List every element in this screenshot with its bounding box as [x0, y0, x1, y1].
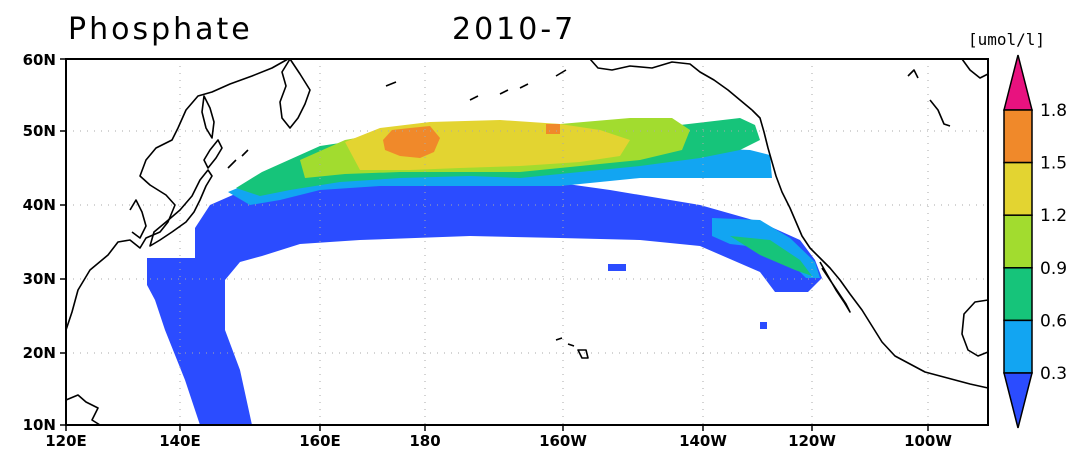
- canada-north-coast: [907, 58, 989, 127]
- field-band-1-8: [383, 126, 440, 158]
- field-band-1-8-blob: [546, 124, 560, 134]
- colorbar-labels: 0.3 0.6 0.9 1.2 1.5 1.8: [1040, 101, 1067, 384]
- lat-label: 30N: [23, 270, 56, 288]
- colorbar-segment: [1003, 214, 1033, 269]
- colorbar-tick-label: 1.5: [1040, 154, 1067, 174]
- lon-label: 120W: [788, 432, 836, 450]
- colorbar-tick-label: 1.8: [1040, 101, 1067, 121]
- lon-label: 140E: [159, 432, 201, 450]
- japan-coast: [149, 139, 223, 247]
- map-gridlines: [66, 59, 988, 425]
- baja-coast: [819, 261, 851, 313]
- kamchatka-coast: [279, 58, 311, 129]
- map-date: 2010-7: [452, 12, 577, 47]
- colorbar-segment: [1003, 161, 1033, 216]
- map-frame: [65, 58, 989, 426]
- colorbar-tick-label: 0.9: [1040, 259, 1067, 279]
- field-band-0-9-east: [730, 236, 812, 276]
- lon-label: 100W: [904, 432, 952, 450]
- lon-label: 180: [409, 432, 440, 450]
- colorbar-segment: [1003, 319, 1033, 374]
- field-band-0-3-blob: [760, 322, 767, 329]
- map-title: Phosphate: [68, 12, 253, 47]
- phosphate-field: [147, 118, 822, 425]
- lon-label: 140W: [679, 432, 727, 450]
- colorbar-segment: [1003, 54, 1033, 111]
- north-america-coast: [751, 109, 989, 389]
- field-band-0-3-blob: [608, 264, 626, 271]
- lat-label: 20N: [23, 344, 56, 362]
- lon-label: 160W: [539, 432, 587, 450]
- colorbar-segment: [1003, 267, 1033, 322]
- sakhalin-coast: [201, 95, 249, 169]
- alaska-coast: [589, 58, 753, 111]
- colorbar-tick-label: 0.6: [1040, 311, 1067, 331]
- lat-axis: [60, 58, 66, 426]
- colorbar-tick-label: 1.2: [1040, 206, 1067, 226]
- colorbar-segment: [1003, 372, 1033, 429]
- field-band-0-3: [147, 182, 822, 425]
- lon-axis: [65, 425, 929, 431]
- aleutian-islands: [385, 69, 567, 101]
- gulf-coast: [961, 299, 989, 357]
- lat-label: 40N: [23, 196, 56, 214]
- colorbar-tick-label: 0.3: [1040, 364, 1067, 384]
- colorbar-segment: [1003, 109, 1033, 164]
- hawaii-islands: [555, 337, 589, 359]
- lat-label: 10N: [23, 416, 56, 434]
- lat-label: 50N: [23, 122, 56, 140]
- asia-coast: [65, 58, 289, 426]
- lat-label: 60N: [23, 51, 56, 69]
- lon-label: 120E: [45, 432, 87, 450]
- korea-coast: [129, 199, 147, 239]
- colorbar-unit: [umol/l]: [968, 30, 1046, 49]
- lon-label: 160E: [299, 432, 341, 450]
- colorbar: [1003, 54, 1033, 429]
- coastlines: [65, 58, 989, 426]
